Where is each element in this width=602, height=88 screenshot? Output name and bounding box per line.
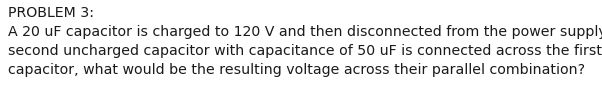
Text: second uncharged capacitor with capacitance of 50 uF is connected across the fir: second uncharged capacitor with capacita… xyxy=(8,44,602,58)
Text: capacitor, what would be the resulting voltage across their parallel combination: capacitor, what would be the resulting v… xyxy=(8,63,585,77)
Text: A 20 uF capacitor is charged to 120 V and then disconnected from the power suppl: A 20 uF capacitor is charged to 120 V an… xyxy=(8,25,602,39)
Text: PROBLEM 3:: PROBLEM 3: xyxy=(8,6,94,20)
